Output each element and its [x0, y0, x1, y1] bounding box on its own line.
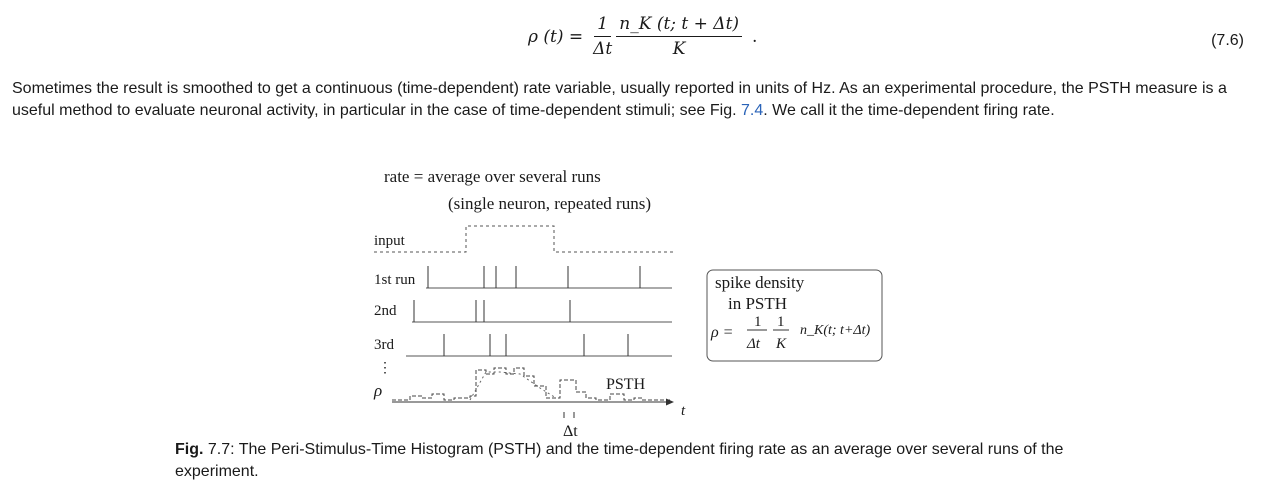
input-stimulus-trace [374, 225, 674, 253]
equation-formula: ρ (t) = 1 Δt n_K (t; t + Δt) K . [528, 14, 757, 59]
spike-density-box [706, 269, 883, 362]
equation-frac1-numerator: 1 [594, 14, 612, 37]
box-line1: spike density [715, 273, 805, 292]
equation-period: . [752, 26, 758, 47]
figure-link-7-4[interactable]: 7.4 [740, 102, 764, 119]
row-label-ellipsis: ⋮ [378, 361, 392, 376]
equation-frac2-denominator: K [672, 39, 686, 59]
row-label-run1: 1st run [374, 272, 416, 288]
bin-width-label: Δt [563, 423, 578, 440]
figure-title-line1: rate = average over several runs [384, 167, 601, 186]
psth-smoothed-rate [469, 371, 557, 401]
equation-block: ρ (t) = 1 Δt n_K (t; t + Δt) K . (7.6) [0, 0, 1278, 70]
box-frac1-den: Δt [746, 336, 761, 352]
body-paragraph: Sometimes the result is smoothed to get … [12, 78, 1252, 122]
time-axis-label: t [681, 403, 686, 419]
box-rho: ρ = [710, 324, 733, 341]
row-label-rho: ρ [373, 381, 382, 400]
psth-figure: rate = average over several runs (single… [370, 160, 890, 440]
caption-number: 7.7 [203, 441, 231, 458]
figure-caption: Fig. 7.7: The Peri-Stimulus-Time Histogr… [175, 439, 1095, 483]
caption-label: Fig. [175, 441, 204, 458]
equation-fraction-2: n_K (t; t + Δt) K [616, 14, 743, 59]
box-frac2-num: 1 [777, 314, 785, 330]
paragraph-text-end: . We call it the time-dependent firing r… [763, 102, 1055, 119]
row-label-run2: 2nd [374, 303, 397, 319]
psth-diagram: rate = average over several runs (single… [373, 167, 883, 440]
box-frac1-num: 1 [754, 314, 762, 330]
time-axis-arrow-icon [666, 398, 674, 406]
run3-spikes [443, 334, 629, 356]
box-tail: n_K(t; t+Δt) [800, 323, 870, 338]
box-line2: in PSTH [728, 294, 787, 313]
equation-lhs: ρ (t) = [528, 26, 584, 47]
run2-spikes [413, 300, 571, 322]
row-label-input: input [374, 233, 406, 249]
caption-text: : The Peri-Stimulus-Time Histogram (PSTH… [175, 441, 1064, 480]
figure-title-line2: (single neuron, repeated runs) [448, 194, 651, 213]
row-label-run3: 3rd [374, 337, 394, 353]
psth-histogram-trace [392, 367, 672, 401]
psth-label: PSTH [606, 376, 646, 393]
paragraph-text-start: Sometimes the result is smoothed to get … [12, 80, 1227, 119]
run1-spikes [427, 266, 641, 288]
equation-frac1-denominator: Δt [593, 39, 613, 59]
equation-frac2-numerator: n_K (t; t + Δt) [616, 14, 743, 37]
box-frac2-den: K [775, 336, 787, 352]
equation-fraction-1: 1 Δt [593, 14, 612, 59]
equation-number: (7.6) [1211, 32, 1244, 49]
